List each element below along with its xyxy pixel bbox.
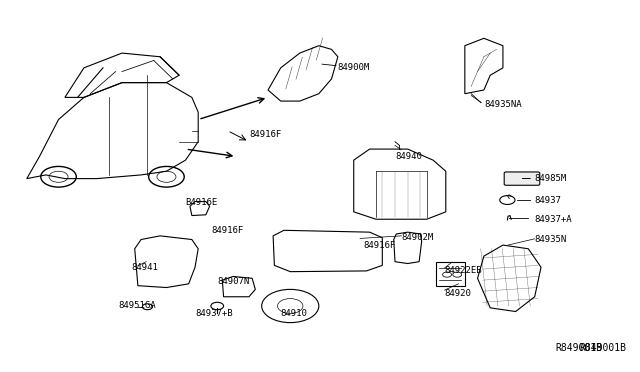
Text: 84907N: 84907N <box>217 278 250 286</box>
Text: 84916F: 84916F <box>364 241 396 250</box>
FancyBboxPatch shape <box>504 172 540 185</box>
Text: 84916F: 84916F <box>211 226 243 235</box>
Text: 84935NA: 84935NA <box>484 100 522 109</box>
Text: 84951GA: 84951GA <box>119 301 156 311</box>
Text: 84920: 84920 <box>445 289 472 298</box>
Text: B4916E: B4916E <box>186 198 218 207</box>
Text: 84922EB: 84922EB <box>445 266 482 275</box>
Text: 84900M: 84900M <box>338 63 370 72</box>
Text: 84940: 84940 <box>395 152 422 161</box>
Text: 84985M: 84985M <box>534 174 567 183</box>
Text: 84941: 84941 <box>132 263 159 272</box>
Text: 84910: 84910 <box>281 309 308 318</box>
Text: 84916F: 84916F <box>249 130 281 139</box>
Text: 84902M: 84902M <box>401 233 434 242</box>
Text: 84935N: 84935N <box>534 235 567 244</box>
Text: R849001B: R849001B <box>556 343 603 353</box>
Text: R849001B: R849001B <box>579 343 626 353</box>
Text: 84937+B: 84937+B <box>195 309 233 318</box>
Text: 84937+A: 84937+A <box>534 215 572 224</box>
Text: 84937: 84937 <box>534 196 561 205</box>
